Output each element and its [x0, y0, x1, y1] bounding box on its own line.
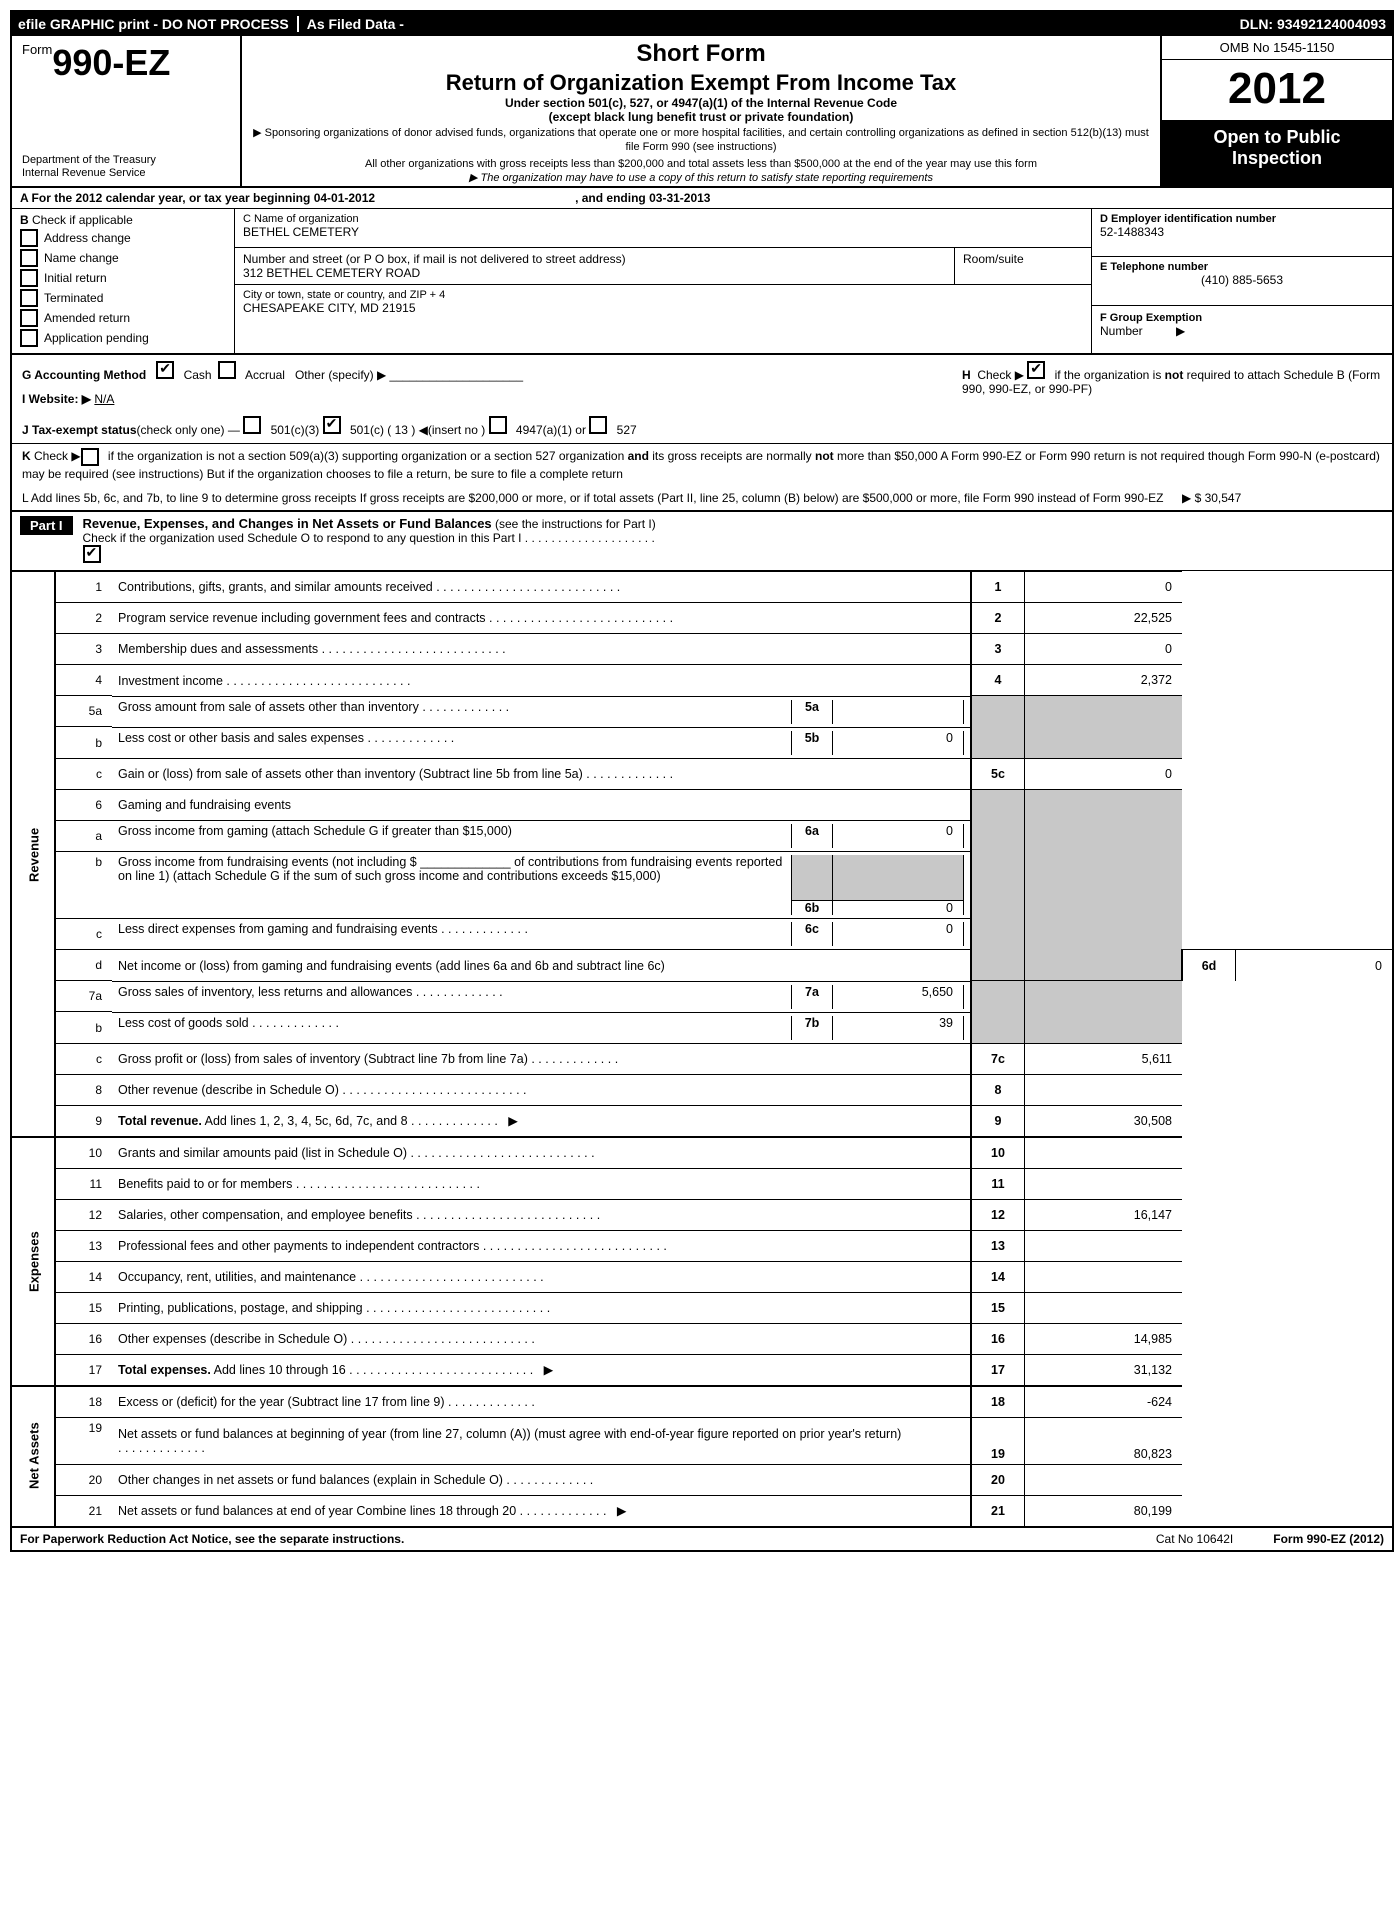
section-g-h-i-j: G Accounting Method Cash Accrual Other (… — [12, 355, 1392, 444]
checkbox-application-pending[interactable] — [20, 329, 38, 347]
revenue-label: Revenue — [12, 572, 55, 1137]
omb-number: OMB No 1545-1150 — [1162, 36, 1392, 60]
page-footer: For Paperwork Reduction Act Notice, see … — [12, 1526, 1392, 1550]
header-left: Form990-EZ Department of the Treasury In… — [12, 36, 242, 186]
form-title: Return of Organization Exempt From Incom… — [252, 70, 1150, 96]
header-note2: All other organizations with gross recei… — [252, 157, 1150, 171]
line-k: K Check ▶ if the organization is not a s… — [12, 444, 1392, 486]
financial-table: Revenue 1 Contributions, gifts, grants, … — [12, 571, 1392, 1526]
header-note1: ▶ Sponsoring organizations of donor advi… — [252, 126, 1150, 155]
header-center: Short Form Return of Organization Exempt… — [242, 36, 1160, 186]
checkbox-527[interactable] — [589, 416, 607, 434]
banner-left: efile GRAPHIC print - DO NOT PROCESS — [12, 16, 289, 32]
checkbox-501c[interactable] — [323, 416, 341, 434]
section-b: B Check if applicable Address change Nam… — [12, 209, 235, 353]
form-subtitle1: Under section 501(c), 527, or 4947(a)(1)… — [252, 96, 1150, 110]
form-page: efile GRAPHIC print - DO NOT PROCESS As … — [10, 10, 1394, 1552]
header-note3: ▶ The organization may have to use a cop… — [252, 171, 1150, 184]
checkbox-cash[interactable] — [156, 361, 174, 379]
header-right: OMB No 1545-1150 2012 Open to Public Ins… — [1160, 36, 1392, 186]
tax-year: 2012 — [1162, 60, 1392, 121]
checkbox-name-change[interactable] — [20, 249, 38, 267]
form-number: 990-EZ — [52, 42, 170, 83]
part-1-header: Part I Revenue, Expenses, and Changes in… — [12, 510, 1392, 571]
banner-mid: As Filed Data - — [297, 16, 1240, 32]
department: Department of the Treasury Internal Reve… — [22, 154, 232, 180]
section-def: D Employer identification number 52-1488… — [1091, 209, 1392, 353]
checkbox-4947a1[interactable] — [489, 416, 507, 434]
checkbox-address-change[interactable] — [20, 229, 38, 247]
line-l: L Add lines 5b, 6c, and 7b, to line 9 to… — [12, 486, 1392, 510]
net-assets-label: Net Assets — [12, 1386, 55, 1526]
checkbox-list: Address change Name change Initial retur… — [20, 229, 230, 347]
form-header: Form990-EZ Department of the Treasury In… — [12, 36, 1392, 188]
form-subtitle2: (except black lung benefit trust or priv… — [252, 110, 1150, 124]
checkbox-terminated[interactable] — [20, 289, 38, 307]
checkbox-initial-return[interactable] — [20, 269, 38, 287]
banner-dln: DLN: 93492124004093 — [1240, 16, 1392, 32]
open-to-public: Open to Public Inspection — [1162, 121, 1392, 186]
short-form-label: Short Form — [252, 40, 1150, 68]
section-b-to-f: B Check if applicable Address change Nam… — [12, 209, 1392, 355]
checkbox-k[interactable] — [81, 448, 99, 466]
checkbox-501c3[interactable] — [243, 416, 261, 434]
section-c: C Name of organization BETHEL CEMETERY N… — [235, 209, 1091, 353]
checkbox-schedule-o[interactable] — [83, 545, 101, 563]
checkbox-h[interactable] — [1027, 361, 1045, 379]
efile-banner: efile GRAPHIC print - DO NOT PROCESS As … — [12, 12, 1392, 36]
expenses-label: Expenses — [12, 1137, 55, 1386]
checkbox-amended-return[interactable] — [20, 309, 38, 327]
checkbox-accrual[interactable] — [218, 361, 236, 379]
form-prefix: Form — [22, 42, 52, 57]
row-a-tax-year: A For the 2012 calendar year, or tax yea… — [12, 188, 1392, 209]
